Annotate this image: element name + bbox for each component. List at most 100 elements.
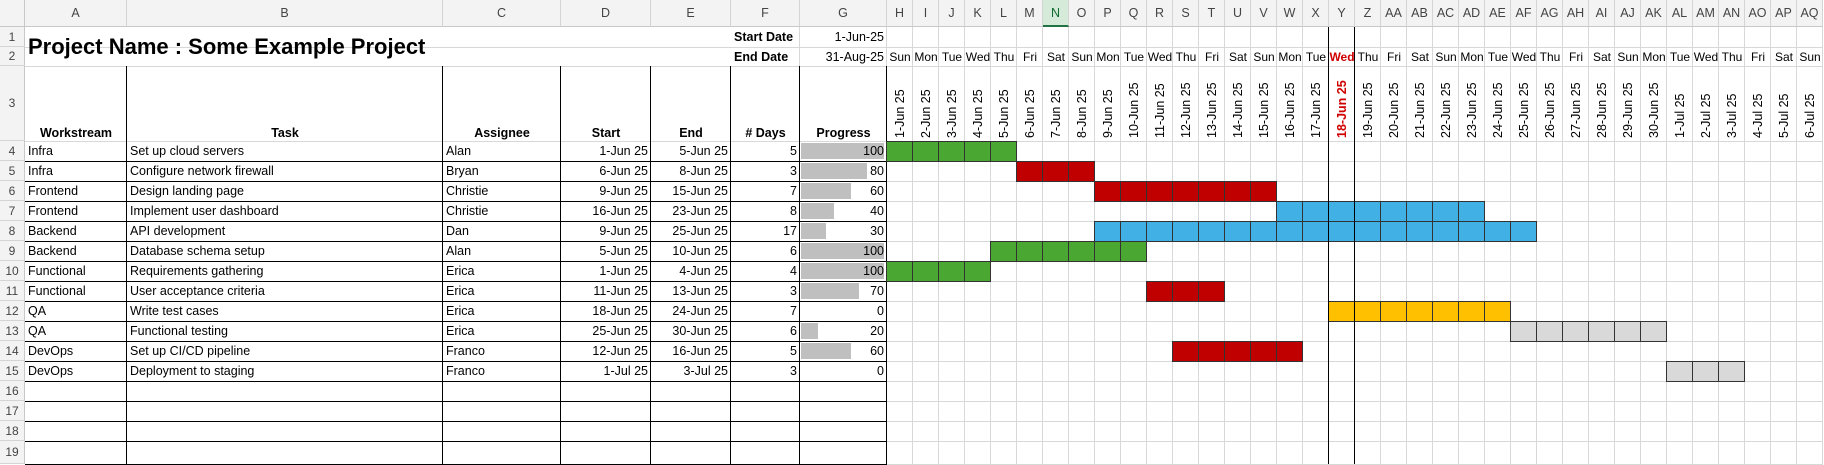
header-task[interactable]: Task (271, 126, 299, 140)
row-header[interactable]: 14 (0, 341, 25, 361)
assignee-cell[interactable]: Dan (446, 224, 469, 238)
workstream-cell[interactable]: Backend (28, 244, 77, 258)
column-header[interactable]: X (1303, 0, 1329, 27)
task-cell[interactable]: Set up cloud servers (130, 144, 244, 158)
column-header[interactable]: AQ (1797, 0, 1823, 27)
gantt-bar[interactable] (1276, 201, 1485, 222)
column-header[interactable]: L (991, 0, 1017, 27)
gantt-bar[interactable] (1094, 181, 1277, 202)
start-date-cell[interactable]: 18-Jun 25 (592, 304, 648, 318)
column-header[interactable]: F (731, 0, 800, 27)
progress-cell[interactable]: 0 (877, 364, 884, 378)
column-header[interactable]: Q (1121, 0, 1147, 27)
start-date-cell[interactable]: 25-Jun 25 (592, 324, 648, 338)
progress-cell[interactable]: 20 (870, 324, 884, 338)
progress-cell[interactable]: 30 (870, 224, 884, 238)
gantt-bar[interactable] (886, 261, 991, 282)
start-date-cell[interactable]: 1-Jun 25 (599, 264, 648, 278)
end-date-value[interactable]: 31-Aug-25 (825, 49, 884, 64)
workstream-cell[interactable]: Backend (28, 224, 77, 238)
column-header[interactable]: A (25, 0, 127, 27)
task-cell[interactable]: Set up CI/CD pipeline (130, 344, 251, 358)
end-date-cell[interactable]: 24-Jun 25 (672, 304, 728, 318)
row-header[interactable]: 4 (0, 141, 25, 161)
column-header[interactable]: T (1199, 0, 1225, 27)
end-date-cell[interactable]: 30-Jun 25 (672, 324, 728, 338)
assignee-cell[interactable]: Franco (446, 344, 485, 358)
row-header[interactable]: 15 (0, 361, 25, 381)
row-header[interactable]: 1 (0, 27, 25, 47)
task-cell[interactable]: User acceptance criteria (130, 284, 265, 298)
end-date-cell[interactable]: 15-Jun 25 (672, 184, 728, 198)
days-cell[interactable]: 8 (790, 204, 797, 218)
start-date-cell[interactable]: 1-Jul 25 (603, 364, 648, 378)
workstream-cell[interactable]: DevOps (28, 344, 74, 358)
gantt-bar[interactable] (1016, 161, 1095, 182)
column-header[interactable]: AO (1745, 0, 1771, 27)
days-cell[interactable]: 5 (790, 144, 797, 158)
column-header[interactable]: R (1147, 0, 1173, 27)
gantt-bar[interactable] (1510, 321, 1667, 342)
header-progress[interactable]: Progress (816, 126, 871, 140)
progress-cell[interactable]: 60 (870, 184, 884, 198)
select-all-corner[interactable] (0, 0, 25, 27)
assignee-cell[interactable]: Erica (446, 324, 475, 338)
task-cell[interactable]: Deployment to staging (130, 364, 255, 378)
column-header[interactable]: AL (1667, 0, 1693, 27)
row-header[interactable]: 19 (0, 441, 25, 464)
column-header[interactable]: S (1173, 0, 1199, 27)
workstream-cell[interactable]: DevOps (28, 364, 74, 378)
row-header[interactable]: 11 (0, 281, 25, 301)
workstream-cell[interactable]: QA (28, 304, 47, 318)
end-date-cell[interactable]: 4-Jun 25 (679, 264, 728, 278)
column-header[interactable]: N (1043, 0, 1069, 27)
end-date-cell[interactable]: 23-Jun 25 (672, 204, 728, 218)
column-header[interactable]: AH (1563, 0, 1589, 27)
end-date-cell[interactable]: 10-Jun 25 (672, 244, 728, 258)
workstream-cell[interactable]: Frontend (28, 184, 79, 198)
days-cell[interactable]: 5 (790, 344, 797, 358)
start-date-cell[interactable]: 16-Jun 25 (592, 204, 648, 218)
column-header[interactable]: AK (1641, 0, 1667, 27)
column-header[interactable]: G (800, 0, 887, 27)
start-date-cell[interactable]: 9-Jun 25 (599, 184, 648, 198)
column-header[interactable]: B (127, 0, 443, 27)
assignee-cell[interactable]: Erica (446, 264, 475, 278)
column-header[interactable]: V (1251, 0, 1277, 27)
task-cell[interactable]: Implement user dashboard (130, 204, 279, 218)
end-date-cell[interactable]: 25-Jun 25 (672, 224, 728, 238)
assignee-cell[interactable]: Christie (446, 184, 489, 198)
gantt-bar[interactable] (886, 141, 1017, 162)
days-cell[interactable]: 7 (790, 304, 797, 318)
end-date-cell[interactable]: 8-Jun 25 (679, 164, 728, 178)
column-header[interactable]: AP (1771, 0, 1797, 27)
progress-cell[interactable]: 40 (870, 204, 884, 218)
column-header[interactable]: AF (1511, 0, 1537, 27)
header-days[interactable]: # Days (745, 126, 786, 140)
assignee-cell[interactable]: Alan (446, 144, 472, 158)
row-header[interactable]: 17 (0, 401, 25, 421)
workstream-cell[interactable]: Infra (28, 144, 54, 158)
assignee-cell[interactable]: Alan (446, 244, 472, 258)
progress-cell[interactable]: 60 (870, 344, 884, 358)
column-header[interactable]: AM (1693, 0, 1719, 27)
workstream-cell[interactable]: QA (28, 324, 47, 338)
progress-cell[interactable]: 80 (870, 164, 884, 178)
column-header[interactable]: W (1277, 0, 1303, 27)
end-date-cell[interactable]: 5-Jun 25 (679, 144, 728, 158)
days-cell[interactable]: 6 (790, 244, 797, 258)
gantt-bar[interactable] (1328, 301, 1511, 322)
start-date-cell[interactable]: 11-Jun 25 (593, 284, 648, 298)
days-cell[interactable]: 17 (783, 224, 797, 238)
task-cell[interactable]: Requirements gathering (130, 264, 264, 278)
assignee-cell[interactable]: Franco (446, 364, 485, 378)
progress-cell[interactable]: 0 (877, 304, 884, 318)
start-date-cell[interactable]: 5-Jun 25 (599, 244, 648, 258)
row-header[interactable]: 7 (0, 201, 25, 221)
assignee-cell[interactable]: Erica (446, 304, 475, 318)
row-header[interactable]: 6 (0, 181, 25, 201)
gantt-bar[interactable] (1666, 361, 1745, 382)
days-cell[interactable]: 3 (790, 164, 797, 178)
column-header[interactable]: AN (1719, 0, 1745, 27)
